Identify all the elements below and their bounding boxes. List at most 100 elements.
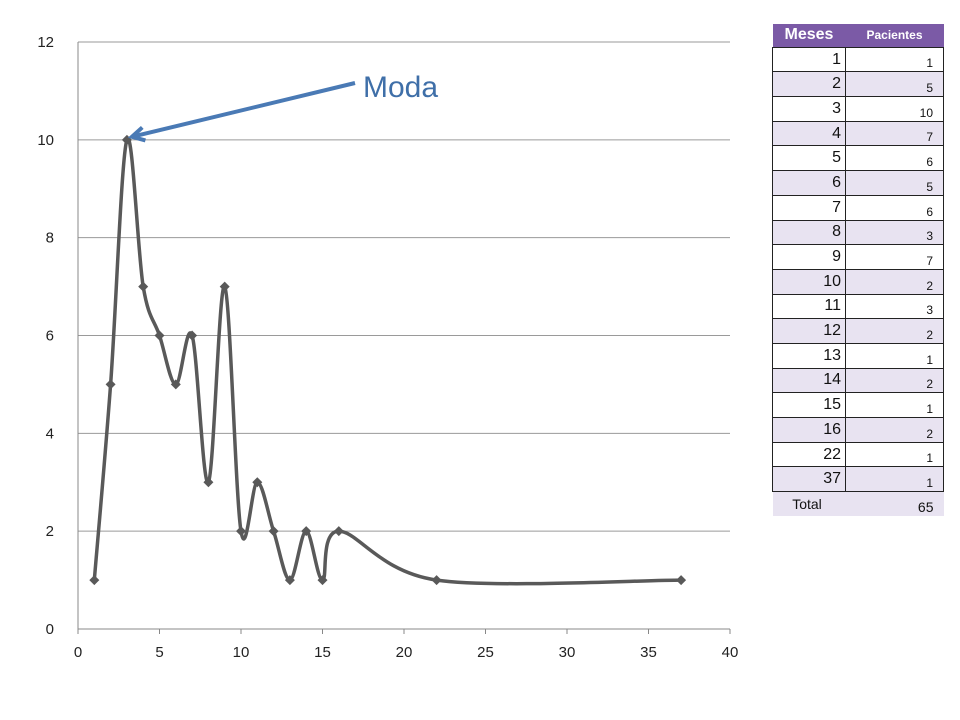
cell-pacientes: 1: [845, 392, 944, 418]
total-label: Total: [772, 491, 846, 516]
cell-meses: 15: [772, 392, 846, 418]
cell-meses: 22: [772, 441, 846, 468]
cell-pacientes: 2: [845, 367, 944, 394]
x-tick-label: 35: [640, 644, 657, 661]
data-point: [268, 526, 279, 537]
cell-meses: 4: [772, 120, 846, 147]
cell-pacientes: 5: [845, 71, 944, 98]
table-row: 12 2: [772, 318, 944, 344]
data-point: [154, 330, 165, 341]
data-point: [333, 526, 344, 537]
total-value: 65: [845, 491, 944, 516]
data-point: [138, 281, 149, 292]
cell-pacientes: 3: [845, 293, 944, 320]
table-row: 14 2: [772, 367, 944, 394]
cell-meses: 3: [772, 96, 846, 122]
y-tick-label: 12: [37, 34, 54, 51]
x-tick-label: 25: [477, 644, 494, 661]
data-point: [203, 477, 214, 488]
table-row: 16 2: [772, 417, 944, 443]
x-tick-label: 30: [559, 644, 576, 661]
cell-meses: 5: [772, 145, 846, 172]
table-row: 15 1: [772, 392, 944, 418]
data-markers: [89, 134, 687, 586]
annotation-arrowhead: [127, 125, 146, 143]
table-row: 37 1: [772, 466, 944, 493]
cell-meses: 16: [772, 417, 846, 443]
table-row: 13 1: [772, 342, 944, 369]
y-tick-label: 2: [46, 523, 54, 540]
table-row: 22 1: [772, 441, 944, 468]
y-tick-label: 0: [46, 621, 54, 638]
data-point: [89, 575, 100, 586]
cell-meses: 8: [772, 219, 846, 246]
y-tick-label: 4: [46, 425, 54, 442]
data-point: [170, 379, 181, 390]
cell-pacientes: 3: [845, 219, 944, 246]
header-meses: Meses: [772, 24, 846, 48]
data-point: [301, 526, 312, 537]
cell-meses: 13: [772, 342, 846, 369]
cell-pacientes: 6: [845, 145, 944, 172]
y-axis-ticks: 0 2 4 6 8 10 12: [37, 34, 54, 638]
cell-pacientes: 1: [845, 466, 944, 493]
data-point: [219, 281, 230, 292]
y-tick-label: 8: [46, 230, 54, 247]
series-line: [92, 136, 682, 586]
cell-meses: 11: [772, 293, 846, 320]
data-point: [236, 526, 246, 537]
x-tick-label: 40: [722, 644, 739, 661]
cell-meses: 12: [772, 318, 846, 344]
x-tick-label: 0: [74, 644, 82, 661]
data-point: [676, 575, 687, 586]
table-body: 1 1 2 5 3 10 4 7 5 6 6 5 7 6 8 3 9 7 10 2 11 3 12 2 13 1 14 2 15 1 16 2…: [772, 46, 944, 516]
x-tick-label: 20: [396, 644, 413, 661]
annotation-arrow: [131, 81, 356, 139]
x-tick-label: 5: [155, 644, 163, 661]
data-point: [284, 575, 295, 586]
x-tick-label: 15: [314, 644, 331, 661]
cell-pacientes: 1: [845, 441, 944, 468]
data-point: [317, 575, 328, 586]
x-tick-label: 10: [233, 644, 250, 661]
y-tick-label: 6: [46, 328, 54, 345]
cell-pacientes: 6: [845, 194, 944, 221]
table-total-row: Total 65: [772, 491, 944, 516]
cell-pacientes: 10: [845, 96, 944, 122]
data-point: [187, 330, 198, 341]
data-point: [431, 575, 442, 586]
cell-meses: 9: [772, 244, 846, 270]
cell-pacientes: 7: [845, 120, 944, 147]
cell-meses: 37: [772, 466, 846, 493]
gridlines: [77, 41, 730, 630]
cell-pacientes: 2: [845, 268, 944, 295]
y-tick-label: 10: [37, 132, 54, 149]
cell-meses: 1: [772, 46, 846, 73]
cell-pacientes: 1: [845, 342, 944, 369]
line-chart: 0 2 4 6 8 10 12 0 5 10 15 20 25 30 35 40 Moda: [37, 34, 739, 661]
table-row: 10 2: [772, 268, 944, 295]
frequency-table: Meses Pacientes 1 1 2 5 3 10 4 7 5 6 6 5 7 6 8 3 9 7 10 2 11…: [772, 24, 944, 516]
cell-pacientes: 2: [845, 417, 944, 443]
cell-meses: 10: [772, 268, 846, 295]
cell-pacientes: 5: [845, 170, 944, 196]
table-row: 11 3: [772, 293, 944, 320]
cell-pacientes: 1: [845, 46, 944, 73]
cell-meses: 14: [772, 367, 846, 394]
header-pacientes: Pacientes: [845, 24, 944, 48]
table-header-row: Meses Pacientes: [772, 24, 944, 48]
cell-meses: 7: [772, 194, 846, 221]
cell-meses: 2: [772, 71, 846, 98]
cell-meses: 6: [772, 170, 846, 196]
mode-annotation: Moda: [127, 71, 438, 143]
data-point: [105, 379, 116, 390]
x-axis-ticks: 0 5 10 15 20 25 30 35 40: [74, 629, 739, 661]
cell-pacientes: 2: [845, 318, 944, 344]
cell-pacientes: 7: [845, 244, 944, 270]
